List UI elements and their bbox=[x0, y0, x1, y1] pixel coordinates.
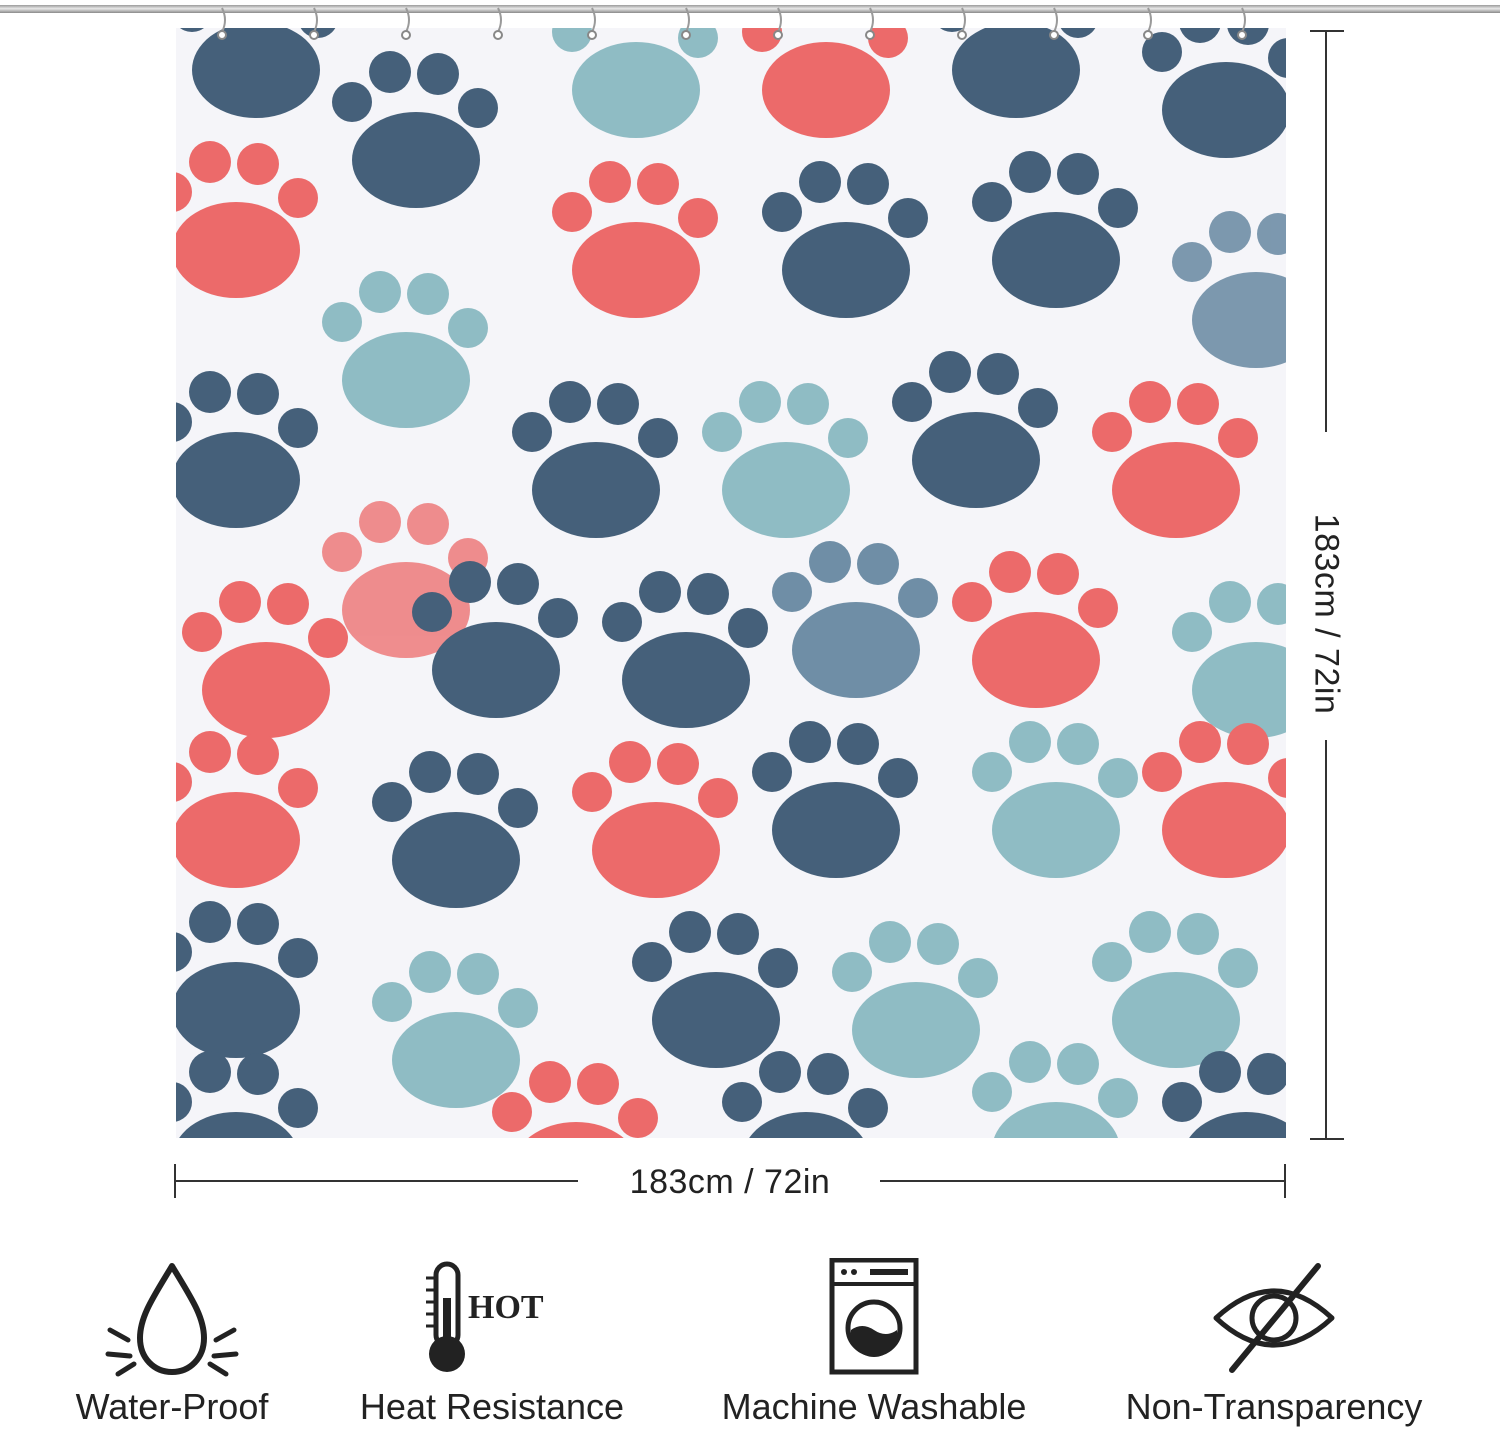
paw-print bbox=[412, 561, 578, 718]
paw-print bbox=[552, 161, 718, 318]
paw-print bbox=[632, 911, 798, 1068]
paw-print bbox=[176, 141, 318, 298]
curtain-hook bbox=[217, 7, 227, 40]
paw-print bbox=[722, 1051, 888, 1138]
paw-print bbox=[742, 28, 908, 138]
curtain-hook bbox=[309, 7, 319, 40]
paw-print bbox=[322, 271, 488, 428]
shower-curtain bbox=[176, 28, 1286, 1138]
curtain-hooks bbox=[217, 7, 1247, 40]
curtain-hook bbox=[587, 7, 597, 40]
height-dimension: 183cm / 72in bbox=[1306, 30, 1346, 1140]
paw-print bbox=[182, 581, 348, 738]
curtain-hook bbox=[493, 7, 503, 40]
paw-print bbox=[372, 751, 538, 908]
curtain-hook bbox=[1143, 7, 1153, 40]
paw-print bbox=[176, 901, 318, 1058]
paw-print bbox=[1142, 721, 1286, 878]
paw-print bbox=[832, 921, 998, 1078]
feature-machine-washable: Machine Washable bbox=[694, 1258, 1054, 1428]
paw-print bbox=[1162, 1051, 1286, 1138]
height-dimension-label: 183cm / 72in bbox=[1307, 513, 1346, 715]
paw-print bbox=[1142, 28, 1286, 158]
paw-print bbox=[372, 951, 538, 1108]
feature-label: Non-Transparency bbox=[1125, 1386, 1423, 1427]
paw-print bbox=[1172, 211, 1286, 368]
paw-print bbox=[492, 1061, 658, 1138]
paw-print bbox=[702, 381, 868, 538]
thermometer-icon: HOT bbox=[312, 1258, 672, 1378]
paw-print bbox=[972, 151, 1138, 308]
paw-print bbox=[176, 731, 318, 888]
feature-heat-resistance: HOT Heat Resistance bbox=[312, 1258, 672, 1428]
paw-print bbox=[176, 1051, 318, 1138]
width-dimension-label: 183cm / 72in bbox=[629, 1163, 831, 1201]
width-dimension-line-right bbox=[880, 1180, 1286, 1182]
paw-print bbox=[512, 381, 678, 538]
paw-print bbox=[572, 741, 738, 898]
paw-print bbox=[772, 541, 938, 698]
width-dimension: 183cm / 72in bbox=[174, 1160, 1286, 1201]
curtain-hook bbox=[957, 7, 967, 40]
paw-print bbox=[1172, 581, 1286, 738]
curtain-hook bbox=[773, 7, 783, 40]
feature-label: Water-Proof bbox=[75, 1386, 269, 1427]
width-dimension-line-left bbox=[174, 1180, 578, 1182]
height-dimension-bottom-cap bbox=[1310, 1138, 1344, 1140]
feature-label: Heat Resistance bbox=[359, 1386, 625, 1427]
paw-print bbox=[1092, 911, 1258, 1068]
paw-print bbox=[602, 571, 768, 728]
curtain-hook bbox=[401, 7, 411, 40]
paw-print bbox=[892, 351, 1058, 508]
paw-print bbox=[940, 28, 1096, 118]
feature-water-proof: Water-Proof bbox=[0, 1258, 352, 1428]
curtain-rod bbox=[0, 5, 1500, 13]
hot-text: HOT bbox=[468, 1289, 544, 1326]
paw-print bbox=[1092, 381, 1258, 538]
paw-print bbox=[762, 161, 928, 318]
curtain-hook bbox=[1237, 7, 1247, 40]
paw-print bbox=[752, 721, 918, 878]
curtain-hook bbox=[865, 7, 875, 40]
paw-print bbox=[176, 371, 318, 528]
height-dimension-top-cap bbox=[1310, 30, 1344, 32]
feature-non-transparency: Non-Transparency bbox=[1094, 1258, 1454, 1428]
paw-print bbox=[972, 721, 1138, 878]
paw-print-pattern bbox=[176, 28, 1286, 1138]
eye-slash-icon bbox=[1094, 1258, 1454, 1378]
curtain-hook bbox=[1049, 7, 1059, 40]
paw-print bbox=[952, 551, 1118, 708]
washing-machine-icon bbox=[694, 1258, 1054, 1378]
height-dimension-line-top bbox=[1325, 30, 1327, 432]
curtain-hook bbox=[681, 7, 691, 40]
width-dimension-right-cap bbox=[1284, 1164, 1286, 1198]
water-drop-icon bbox=[0, 1258, 352, 1378]
height-dimension-line-bottom bbox=[1325, 740, 1327, 1140]
feature-label: Machine Washable bbox=[721, 1386, 1027, 1427]
paw-print bbox=[972, 1041, 1138, 1138]
paw-print bbox=[332, 51, 498, 208]
